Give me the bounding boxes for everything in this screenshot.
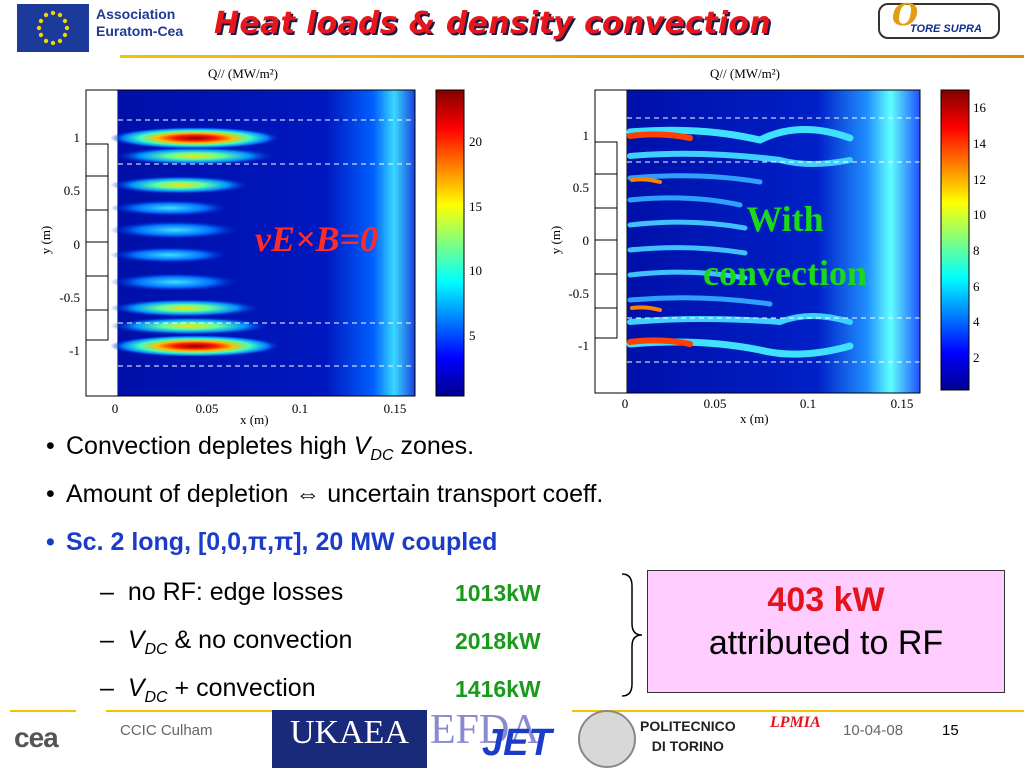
svg-text:20: 20 xyxy=(469,134,482,149)
right-y-ticks: 1 0.5 0 -0.5 -1 xyxy=(568,128,589,353)
subitem-no-rf: – no RF: edge losses xyxy=(100,578,344,606)
svg-text:-0.5: -0.5 xyxy=(568,286,589,301)
eu-flag-logo xyxy=(17,4,89,52)
with-convection-line-1: With xyxy=(746,199,824,239)
tore-supra-o-mark: O xyxy=(892,0,919,33)
subitem-vdc-no-convection-value: 2018kW xyxy=(455,628,541,654)
with-convection-line-2: convection xyxy=(703,253,867,293)
left-y-ticks: 1 0.5 0 -0.5 -1 xyxy=(59,130,80,358)
svg-text:0: 0 xyxy=(583,233,590,248)
right-limiter-region xyxy=(594,89,628,394)
association-line-1: Association xyxy=(96,6,176,22)
left-x-label: x (m) xyxy=(240,412,269,427)
left-heat-spots xyxy=(110,127,280,357)
right-heat-arcs xyxy=(626,126,854,358)
svg-text:0: 0 xyxy=(112,401,119,416)
right-x-ticks: 0 0.05 0.1 0.15 xyxy=(622,396,914,411)
svg-text:0: 0 xyxy=(74,237,81,252)
right-colorbar-ticks: 16 14 12 10 8 6 4 2 xyxy=(973,100,987,365)
svg-text:-1: -1 xyxy=(69,343,80,358)
slide-date: 10-04-08 xyxy=(843,722,904,739)
efda-logo-text: EFDA xyxy=(430,707,540,753)
svg-text:0.15: 0.15 xyxy=(891,396,914,411)
lpmia-logo: LPMIA xyxy=(770,714,821,731)
ukaea-logo: UKAEA xyxy=(272,710,427,768)
svg-text:6: 6 xyxy=(973,279,980,294)
efda-jet-logo-bg xyxy=(427,710,572,768)
bullet-amount-depletion: • Amount of depletion ⇔ uncertain transpo… xyxy=(46,480,604,508)
title-underline xyxy=(120,55,1024,58)
svg-text:8: 8 xyxy=(973,243,980,258)
svg-text:-0.5: -0.5 xyxy=(59,290,80,305)
politecnico-logo: POLITECNICO DI TORINO xyxy=(640,718,736,754)
tore-supra-logo xyxy=(878,3,1000,39)
slide-title: Heat loads & density convection xyxy=(214,6,771,41)
svg-text:15: 15 xyxy=(469,199,482,214)
left-colorbar xyxy=(435,89,465,397)
heat-load-plots: Q// (MW/m²) 1 0.5 0 -0.5 -1 y (m) 0 0.05… xyxy=(38,66,987,427)
subitem-no-rf-value: 1013kW xyxy=(455,580,541,606)
left-x-ticks: 0 0.05 0.1 0.15 xyxy=(112,401,407,416)
left-plot-title: Q// (MW/m²) xyxy=(208,66,278,81)
svg-text:-1: -1 xyxy=(578,338,589,353)
right-x-label: x (m) xyxy=(740,411,769,426)
svg-text:10: 10 xyxy=(973,207,986,222)
svg-text:0.15: 0.15 xyxy=(384,401,407,416)
svg-text:0.05: 0.05 xyxy=(196,401,219,416)
left-separatrix-lines xyxy=(118,119,415,367)
svg-text:16: 16 xyxy=(973,100,987,115)
university-seal-icon xyxy=(578,710,636,768)
svg-text:12: 12 xyxy=(973,172,986,187)
left-y-label: y (m) xyxy=(38,226,53,255)
with-convection-annotation: With convection xyxy=(680,192,890,300)
svg-text:4: 4 xyxy=(973,314,980,329)
subitem-vdc-convection-value: 1416kW xyxy=(455,676,541,702)
svg-text:0: 0 xyxy=(622,396,629,411)
svg-text:0.1: 0.1 xyxy=(800,396,816,411)
left-colorbar-ticks: 20 15 10 5 xyxy=(469,134,482,343)
callout-text: attributed to RF xyxy=(708,624,944,662)
page-number: 15 xyxy=(942,722,959,739)
subitem-vdc-convection: – VDC + convection xyxy=(100,674,316,706)
svg-text:1: 1 xyxy=(583,128,590,143)
right-colorbar xyxy=(940,89,970,391)
svg-text:0.05: 0.05 xyxy=(704,396,727,411)
bullet-scenario: • Sc. 2 long, [0,0,π,π], 20 MW coupled xyxy=(46,528,498,556)
right-separatrix-lines xyxy=(627,117,920,363)
svg-text:10: 10 xyxy=(469,263,482,278)
svg-text:14: 14 xyxy=(973,136,987,151)
tore-supra-text: TORE SUPRA xyxy=(910,23,982,35)
right-brace xyxy=(621,573,643,697)
subitem-vdc-no-convection: – VDC & no convection xyxy=(100,626,353,658)
svg-text:0.5: 0.5 xyxy=(573,180,589,195)
svg-text:1: 1 xyxy=(74,130,81,145)
vexb-zero-annotation: vE×B=0 xyxy=(255,219,379,259)
right-y-label: y (m) xyxy=(548,226,563,255)
association-line-2: Euratom-Cea xyxy=(96,23,184,39)
right-plot-title: Q// (MW/m²) xyxy=(710,66,780,81)
conference-label: CCIC Culham xyxy=(120,722,213,739)
footer-line-left xyxy=(10,710,76,712)
svg-text:5: 5 xyxy=(469,328,476,343)
rf-attribution-callout: 403 kW attributed to RF xyxy=(647,570,1005,693)
cea-logo: cea xyxy=(14,722,59,753)
callout-value: 403 kW xyxy=(767,581,885,619)
svg-text:0.1: 0.1 xyxy=(292,401,308,416)
bullet-convection-depletes: • Convection depletes high VDC zones. xyxy=(46,432,475,464)
svg-text:2: 2 xyxy=(973,350,980,365)
jet-logo-text: JET xyxy=(482,722,552,764)
svg-text:0.5: 0.5 xyxy=(64,183,80,198)
association-label: Association Euratom-Cea xyxy=(96,6,183,40)
